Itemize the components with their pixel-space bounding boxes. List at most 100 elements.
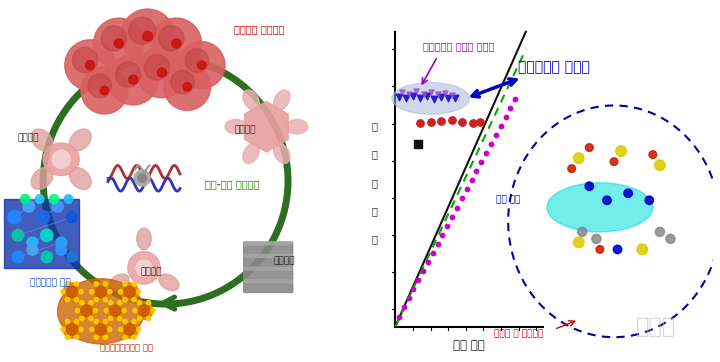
Ellipse shape <box>287 119 308 134</box>
Circle shape <box>80 316 84 321</box>
Point <box>414 95 426 101</box>
Circle shape <box>164 63 211 110</box>
Circle shape <box>118 290 122 294</box>
Point <box>398 304 410 310</box>
Circle shape <box>52 201 63 212</box>
FancyBboxPatch shape <box>243 268 292 280</box>
Circle shape <box>86 60 94 70</box>
Ellipse shape <box>58 279 144 344</box>
Circle shape <box>60 327 66 332</box>
Ellipse shape <box>274 90 290 110</box>
Point <box>432 241 444 247</box>
Point <box>393 313 405 319</box>
Circle shape <box>49 194 59 204</box>
Circle shape <box>109 300 113 305</box>
Circle shape <box>624 189 632 197</box>
Circle shape <box>171 70 194 94</box>
Circle shape <box>117 300 122 305</box>
Circle shape <box>146 300 150 305</box>
Point <box>456 195 467 201</box>
Circle shape <box>145 55 170 80</box>
Circle shape <box>103 319 107 324</box>
Text: 뉴시스: 뉴시스 <box>636 317 676 337</box>
Circle shape <box>137 47 187 98</box>
Circle shape <box>137 327 141 332</box>
Point <box>449 95 461 101</box>
Point <box>428 96 440 102</box>
Point <box>500 114 511 120</box>
Circle shape <box>649 151 657 159</box>
Circle shape <box>89 327 94 332</box>
Circle shape <box>158 26 184 51</box>
FancyBboxPatch shape <box>245 242 292 245</box>
Circle shape <box>94 282 99 286</box>
Circle shape <box>74 335 78 340</box>
Circle shape <box>41 229 53 241</box>
Circle shape <box>666 234 675 244</box>
Circle shape <box>79 327 84 332</box>
Ellipse shape <box>274 143 290 163</box>
Circle shape <box>74 298 78 302</box>
Circle shape <box>172 39 181 48</box>
Circle shape <box>94 335 99 340</box>
Point <box>414 120 426 126</box>
Circle shape <box>35 195 44 203</box>
Point <box>446 92 457 98</box>
Circle shape <box>603 196 611 205</box>
Circle shape <box>89 300 93 305</box>
Circle shape <box>655 227 665 236</box>
Ellipse shape <box>31 168 53 189</box>
Circle shape <box>56 244 67 255</box>
Point <box>439 90 451 96</box>
Circle shape <box>67 252 77 262</box>
Point <box>393 94 405 100</box>
Circle shape <box>596 245 604 253</box>
Circle shape <box>94 319 99 324</box>
Text: 사지채널: 사지채널 <box>18 133 40 142</box>
Ellipse shape <box>128 252 160 284</box>
Ellipse shape <box>43 143 79 176</box>
Circle shape <box>27 237 37 248</box>
Circle shape <box>27 244 37 255</box>
Circle shape <box>79 290 84 294</box>
Text: 배관공의 약롱구조: 배관공의 약롱구조 <box>234 24 284 34</box>
Circle shape <box>108 54 158 105</box>
Circle shape <box>179 42 225 89</box>
FancyBboxPatch shape <box>243 242 292 254</box>
Circle shape <box>117 316 122 321</box>
Circle shape <box>56 237 67 248</box>
Text: 메: 메 <box>372 234 377 244</box>
Circle shape <box>132 298 136 302</box>
Circle shape <box>94 18 144 69</box>
Point <box>397 89 408 95</box>
Point <box>456 119 468 125</box>
Circle shape <box>585 182 593 190</box>
Circle shape <box>66 319 70 324</box>
Circle shape <box>573 153 584 163</box>
Point <box>441 223 453 229</box>
Ellipse shape <box>392 83 469 114</box>
Circle shape <box>66 282 70 286</box>
Circle shape <box>123 298 127 302</box>
Text: 초이온전도 세라믹 전도체: 초이온전도 세라믹 전도체 <box>423 41 495 51</box>
Circle shape <box>81 67 128 114</box>
Circle shape <box>185 49 209 72</box>
Point <box>422 259 433 265</box>
Ellipse shape <box>243 143 259 163</box>
Circle shape <box>637 244 647 255</box>
Circle shape <box>72 47 98 73</box>
Ellipse shape <box>159 274 179 291</box>
Circle shape <box>123 319 127 324</box>
Circle shape <box>65 40 115 90</box>
Circle shape <box>616 146 626 156</box>
Circle shape <box>80 300 84 305</box>
Ellipse shape <box>243 90 259 110</box>
Circle shape <box>23 201 35 212</box>
Circle shape <box>114 39 123 48</box>
Point <box>408 93 419 98</box>
Point <box>413 277 424 283</box>
Point <box>425 119 436 125</box>
Point <box>495 123 506 129</box>
Text: 말단-말단 분자인력: 말단-말단 분자인력 <box>205 180 260 190</box>
FancyBboxPatch shape <box>245 267 292 270</box>
